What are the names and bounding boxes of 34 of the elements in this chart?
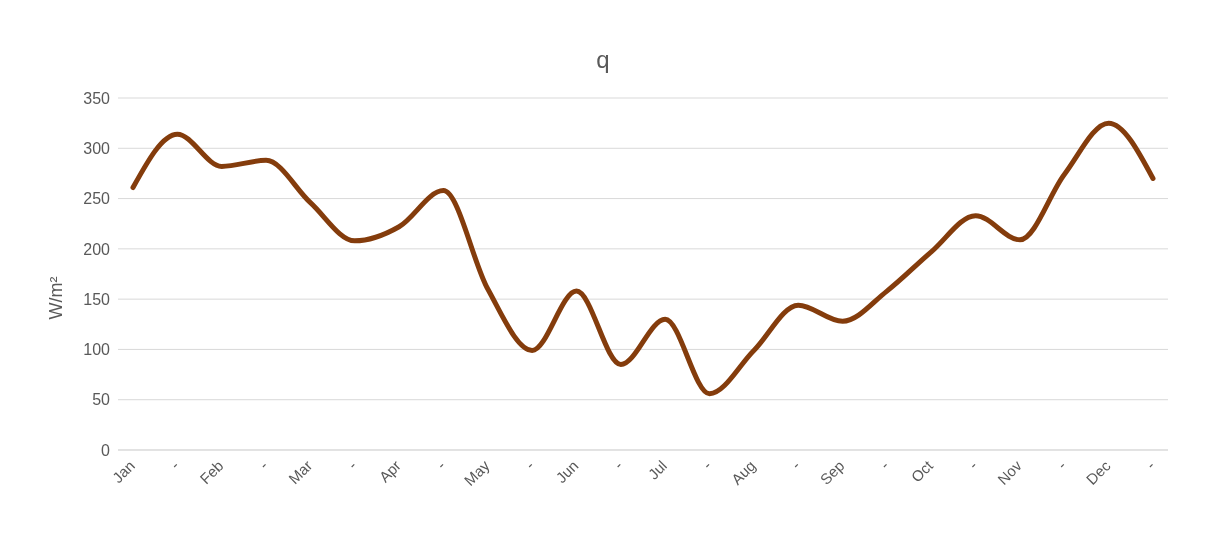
x-tick-label: Aug xyxy=(727,456,759,488)
x-tick-label: Feb xyxy=(196,456,227,488)
x-tick-label: - xyxy=(432,456,449,473)
y-tick-label: 250 xyxy=(83,190,111,208)
x-tick-label: - xyxy=(698,456,715,473)
x-tick-label: Sep xyxy=(816,456,848,488)
x-tick-label: - xyxy=(1053,456,1070,473)
x-tick-label: Nov xyxy=(993,456,1026,488)
x-tick-label: May xyxy=(460,456,494,489)
y-tick-label: 300 xyxy=(83,139,111,157)
x-tick-label: - xyxy=(787,456,804,473)
y-tick-label: 50 xyxy=(92,391,111,409)
x-tick-label: Jan xyxy=(108,456,138,487)
y-tick-label: 350 xyxy=(83,89,111,107)
x-tick-label: Dec xyxy=(1082,456,1114,488)
y-tick-label: 200 xyxy=(83,240,111,258)
y-tick-label: 0 xyxy=(101,441,111,459)
x-tick-label: - xyxy=(344,456,360,473)
x-tick-label: - xyxy=(876,456,892,473)
x-tick-label: - xyxy=(1142,456,1158,473)
x-tick-label: Jun xyxy=(552,456,582,487)
x-tick-label: - xyxy=(964,456,981,473)
x-tick-label: Mar xyxy=(285,456,316,488)
y-tick-label: 100 xyxy=(83,341,111,359)
x-tick-label: Apr xyxy=(375,456,405,486)
y-axis-title: W/m² xyxy=(45,276,67,320)
x-tick-label: - xyxy=(610,456,626,473)
chart-title: q xyxy=(595,45,611,75)
y-tick-label: 150 xyxy=(83,290,111,308)
x-tick-label: - xyxy=(521,456,538,473)
x-tick-label: - xyxy=(255,456,271,473)
x-tick-label: - xyxy=(166,456,183,473)
x-tick-label: Jul xyxy=(644,456,671,483)
x-tick-label: Oct xyxy=(907,456,937,486)
